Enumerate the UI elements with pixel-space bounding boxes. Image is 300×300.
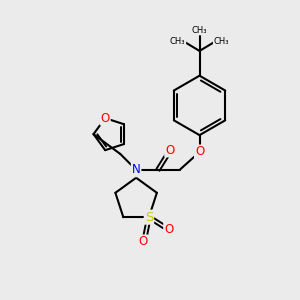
Text: S: S: [145, 211, 153, 224]
Text: O: O: [138, 236, 148, 248]
Text: CH₃: CH₃: [192, 26, 207, 34]
Text: O: O: [165, 143, 174, 157]
Text: CH₃: CH₃: [170, 37, 185, 46]
Text: O: O: [164, 223, 173, 236]
Text: O: O: [195, 146, 204, 158]
Text: N: N: [132, 163, 140, 176]
Text: O: O: [100, 112, 110, 124]
Text: CH₃: CH₃: [214, 37, 229, 46]
